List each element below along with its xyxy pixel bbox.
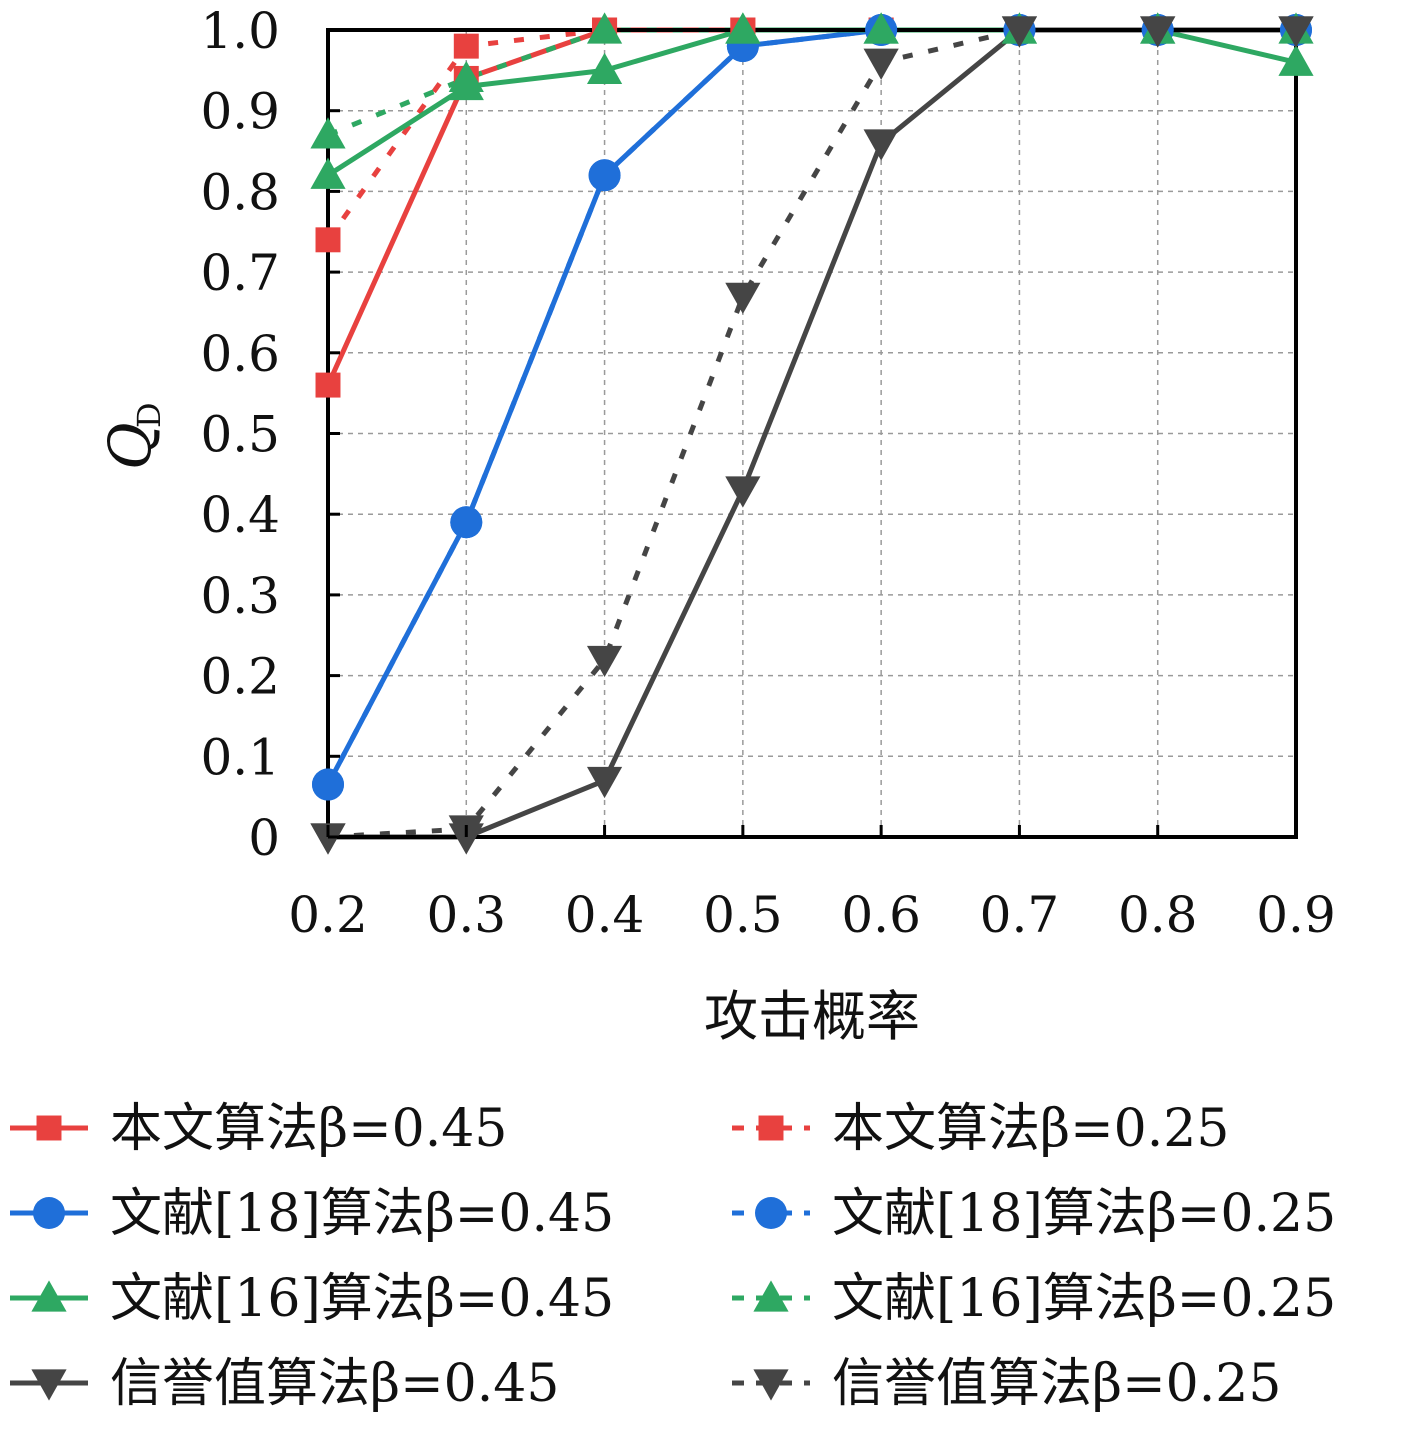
y-tick-label: 0.8 [200,163,280,221]
data-point-series-3 [312,768,344,801]
grid-lines [328,30,1296,837]
data-point-series-7 [725,282,761,314]
y-tick-label: 0.4 [200,486,280,544]
legend-marker [755,1197,787,1229]
legend-item-6: 信誉值算法β=0.45 [10,1354,559,1414]
data-point-series-0 [315,372,341,398]
legend-item-0: 本文算法β=0.45 [10,1099,507,1159]
legend-label: 文献[18]算法β=0.25 [832,1184,1336,1244]
y-tick-label: 1.0 [200,2,280,60]
data-point-series-4 [1278,44,1314,76]
data-point-series-7 [1278,16,1314,48]
x-tick-label: 0.7 [980,886,1060,944]
x-tick-label: 0.5 [703,886,783,944]
y-tick-label: 0 [248,809,280,867]
legend-item-5: 文献[16]算法β=0.25 [732,1269,1336,1329]
x-axis-label: 攻击概率 [704,985,920,1048]
legend-marker [36,1115,62,1141]
y-tick-label: 0.3 [200,567,280,625]
legend-label: 文献[16]算法β=0.25 [832,1269,1336,1329]
y-axis-label-main: Q [96,422,164,470]
data-point-series-3 [450,506,483,539]
data-point-series-5 [725,12,761,44]
y-tick-label: 0.5 [200,406,280,464]
series-line-1 [325,27,1296,242]
data-point-series-6 [863,129,899,161]
x-tick-label: 0.2 [288,886,368,944]
legend-item-4: 文献[16]算法β=0.45 [10,1269,614,1329]
data-point-series-3 [588,159,621,192]
data-point-series-5 [310,117,346,149]
legend-marker [31,1369,67,1401]
data-point-series-1 [453,33,479,59]
legend: 本文算法β=0.45 本文算法β=0.25 文献[18]算法β=0.45 文献[18]… [10,1099,1336,1414]
x-tick-label: 0.8 [1118,886,1198,944]
legend-item-3: 文献[18]算法β=0.25 [732,1184,1336,1244]
y-axis-label: Q D [96,402,168,470]
x-tick-label: 0.6 [841,886,921,944]
data-point-series-7 [1001,16,1038,48]
x-tick-label: 0.4 [565,886,645,944]
legend-label: 信誉值算法β=0.25 [832,1354,1281,1414]
series-markers [310,12,1314,855]
legend-item-2: 文献[18]算法β=0.45 [10,1184,614,1244]
y-tick-label: 0.2 [200,648,280,706]
data-point-series-7 [863,48,899,80]
data-point-series-1 [315,227,341,253]
data-point-series-5 [448,60,484,93]
series-line-3 [325,27,1296,786]
y-tick-label: 0.9 [200,83,280,141]
x-tick-labels: 0.2 0.3 0.4 0.5 0.6 0.7 0.8 0.9 [288,825,1336,944]
y-tick-label: 0.7 [200,244,280,302]
legend-label: 信誉值算法β=0.45 [110,1354,559,1414]
legend-item-1: 本文算法β=0.25 [732,1099,1229,1159]
data-point-series-7 [586,645,623,678]
data-point-series-6 [586,766,623,799]
legend-label: 本文算法β=0.45 [110,1099,507,1159]
legend-marker [758,1115,784,1141]
legend-marker [753,1369,789,1401]
y-tick-label: 0.6 [200,325,280,383]
legend-label: 文献[16]算法β=0.45 [110,1269,614,1329]
data-point-series-5 [586,12,623,44]
series-line-2 [325,27,1296,786]
data-point-series-6 [725,476,761,508]
data-point-series-7 [1140,16,1176,48]
legend-marker [33,1197,65,1229]
y-tick-labels: 0 0.1 0.2 0.3 0.4 0.5 0.6 0.7 0.8 0.9 1.0 [200,2,340,867]
data-point-series-5 [863,12,899,44]
legend-marker [753,1280,789,1312]
legend-label: 文献[18]算法β=0.45 [110,1184,614,1244]
legend-label: 本文算法β=0.25 [832,1099,1229,1159]
data-point-series-4 [310,157,346,189]
x-tick-label: 0.3 [427,886,507,944]
x-tick-label: 0.9 [1256,886,1336,944]
data-point-series-4 [586,52,623,84]
legend-marker [31,1280,67,1312]
data-point-series-7 [310,823,346,855]
y-tick-label: 0.1 [200,728,280,786]
legend-item-7: 信誉值算法β=0.25 [732,1354,1281,1414]
y-axis-label-subscript: D [130,402,168,428]
